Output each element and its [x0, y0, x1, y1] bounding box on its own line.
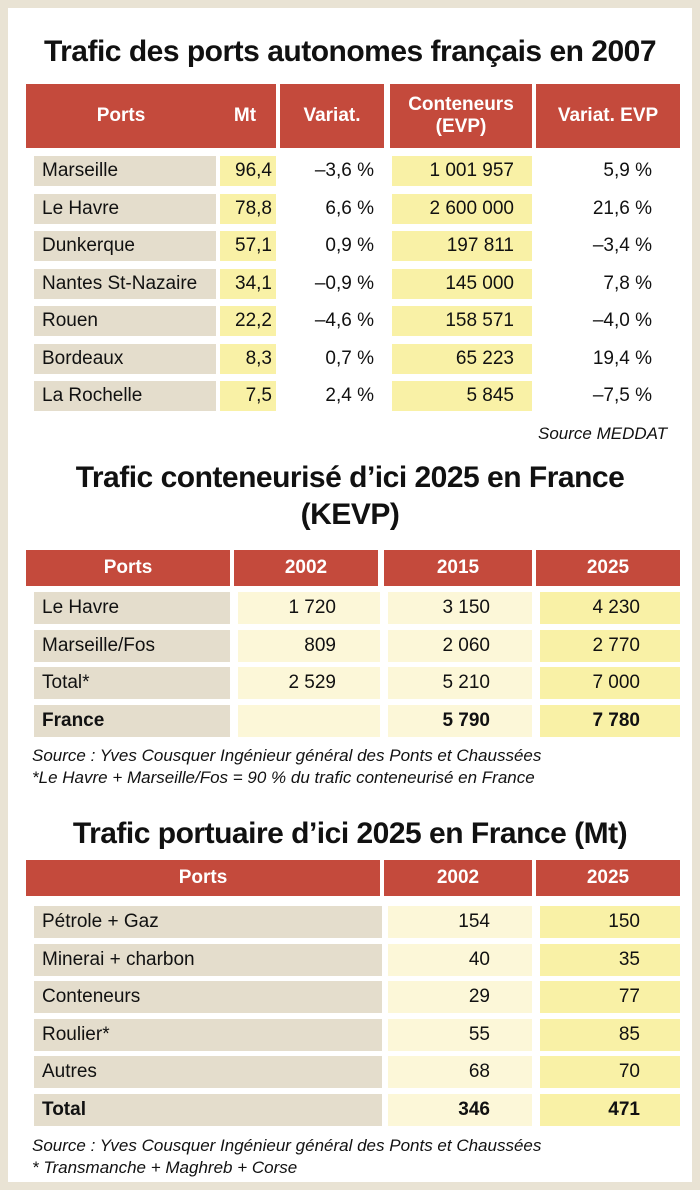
table2-row-2-col-2: 809 [238, 629, 380, 662]
table1-row-1-col-1: Marseille [34, 156, 216, 186]
table3-row-3-col-2: 29 [388, 981, 532, 1013]
table1-row-1-col-4: 1 001 957 [392, 156, 532, 186]
table1-row-4-col-5: 7,8 % [538, 268, 680, 299]
table3-row-4-col-1: Roulier* [34, 1018, 382, 1051]
table2-row-3-col-4: 7 000 [540, 667, 680, 699]
table1-row-4-col-1: Nantes St-Nazaire [34, 268, 216, 299]
table3-row-5-col-2: 68 [388, 1056, 532, 1088]
table1-row-6-col-3: 0,7 % [280, 343, 384, 374]
table1-row-2-col-3: 6,6 % [280, 193, 384, 224]
table1-row-3-col-1: Dunkerque [34, 231, 216, 261]
table3-row-5-col-1: Autres [34, 1056, 382, 1088]
table1-row-2-col-5: 21,6 % [538, 193, 680, 224]
table1-row-5-col-2: 22,2 [220, 306, 276, 336]
table1-row-5-col-1: Rouen [34, 306, 216, 336]
table2-header-2002: 2002 [234, 550, 378, 586]
table2-row-1-col-3: 3 150 [388, 592, 532, 624]
table3-title: Trafic portuaire d’ici 2025 en France (M… [72, 817, 628, 850]
table2-row-2-col-3: 2 060 [388, 629, 532, 662]
table1-row-3-col-2: 57,1 [220, 231, 276, 261]
table3-row-1-col-2: 154 [388, 906, 532, 938]
table3-footnote: * Transmanche + Maghreb + Corse [32, 1158, 298, 1177]
table3-row-6-col-1: Total [34, 1093, 382, 1126]
table3-row-1-col-3: 150 [540, 906, 680, 938]
table3-source: Source : Yves Cousquer Ingénieur général… [32, 1136, 542, 1155]
table1-row-7-col-5: –7,5 % [538, 381, 680, 411]
table1-source: Source MEDDAT [538, 424, 668, 443]
table1-row-7-col-4: 5 845 [392, 381, 532, 411]
table2-row-4-col-2 [238, 704, 380, 737]
table1-row-6-col-5: 19,4 % [538, 343, 680, 374]
table3-row-3-col-3: 77 [540, 981, 680, 1013]
table1-row-6-col-4: 65 223 [392, 343, 532, 374]
table1-row-1-col-2: 96,4 [220, 156, 276, 186]
table3-row-2-col-3: 35 [540, 943, 680, 976]
table3-header-ports: Ports [26, 860, 380, 896]
table1-row-5-col-3: –4,6 % [280, 306, 384, 336]
table3-row-4-col-2: 55 [388, 1018, 532, 1051]
table2-header-2025: 2025 [536, 550, 680, 586]
table3-row-6-col-2: 346 [388, 1093, 532, 1126]
table1-row-1-col-5: 5,9 % [538, 156, 680, 186]
table2-row-2-col-1: Marseille/Fos [34, 629, 230, 662]
table3-row-2-col-2: 40 [388, 943, 532, 976]
table2-footnote: *Le Havre + Marseille/Fos = 90 % du traf… [32, 768, 535, 787]
table2-row-4-col-1: France [34, 704, 230, 737]
table1-row-7-col-3: 2,4 % [280, 381, 384, 411]
table1-row-4-col-4: 145 000 [392, 268, 532, 299]
table2-row-4-col-3: 5 790 [388, 704, 532, 737]
table2-row-3-col-1: Total* [34, 667, 230, 699]
table1-row-5-col-5: –4,0 % [538, 306, 680, 336]
table1-title: Trafic des ports autonomes français en 2… [43, 35, 657, 68]
table1-header-variation-evp: Variat. EVP [536, 84, 680, 148]
table1-row-5-col-4: 158 571 [392, 306, 532, 336]
table1-row-2-col-4: 2 600 000 [392, 193, 532, 224]
table3-row-4-col-3: 85 [540, 1018, 680, 1051]
table1-row-2-col-1: Le Havre [34, 193, 216, 224]
table2-row-2-col-4: 2 770 [540, 629, 680, 662]
table2-row-1-col-2: 1 720 [238, 592, 380, 624]
table1-row-3-col-3: 0,9 % [280, 231, 384, 261]
table1-row-6-col-2: 8,3 [220, 343, 276, 374]
table3-header-2025: 2025 [536, 860, 680, 896]
table1-row-3-col-4: 197 811 [392, 231, 532, 261]
table2-header-2015: 2015 [384, 550, 532, 586]
table1-row-4-col-3: –0,9 % [280, 268, 384, 299]
table3-row-3-col-1: Conteneurs [34, 981, 382, 1013]
table2-row-3-col-2: 2 529 [238, 667, 380, 699]
table1-header-containers: Conteneurs (EVP) [390, 84, 532, 148]
table1-row-7-col-1: La Rochelle [34, 381, 216, 411]
table2-title-line2: (KEVP) [300, 498, 400, 531]
table2-source: Source : Yves Cousquer Ingénieur général… [32, 746, 542, 765]
table2-row-1-col-1: Le Havre [34, 592, 230, 624]
table1-row-6-col-1: Bordeaux [34, 343, 216, 374]
table1-row-2-col-2: 78,8 [220, 193, 276, 224]
table3-row-5-col-3: 70 [540, 1056, 680, 1088]
table2-row-4-col-4: 7 780 [540, 704, 680, 737]
table2-header-ports: Ports [26, 550, 230, 586]
table2-row-1-col-4: 4 230 [540, 592, 680, 624]
table3-row-2-col-1: Minerai + charbon [34, 943, 382, 976]
table1-header-variation: Variat. [280, 84, 384, 148]
table1-header-ports: Ports [26, 84, 216, 148]
table2-title-line1: Trafic conteneurisé d’ici 2025 en France [75, 461, 625, 494]
table3-row-6-col-3: 471 [540, 1093, 680, 1126]
table1-row-1-col-3: –3,6 % [280, 156, 384, 186]
table1-header-mt: Mt [214, 84, 276, 148]
table3-header-2002: 2002 [384, 860, 532, 896]
table1-row-7-col-2: 7,5 [220, 381, 276, 411]
table1-row-4-col-2: 34,1 [220, 268, 276, 299]
table1-row-3-col-5: –3,4 % [538, 231, 680, 261]
table2-row-3-col-3: 5 210 [388, 667, 532, 699]
table3-row-1-col-1: Pétrole + Gaz [34, 906, 382, 938]
